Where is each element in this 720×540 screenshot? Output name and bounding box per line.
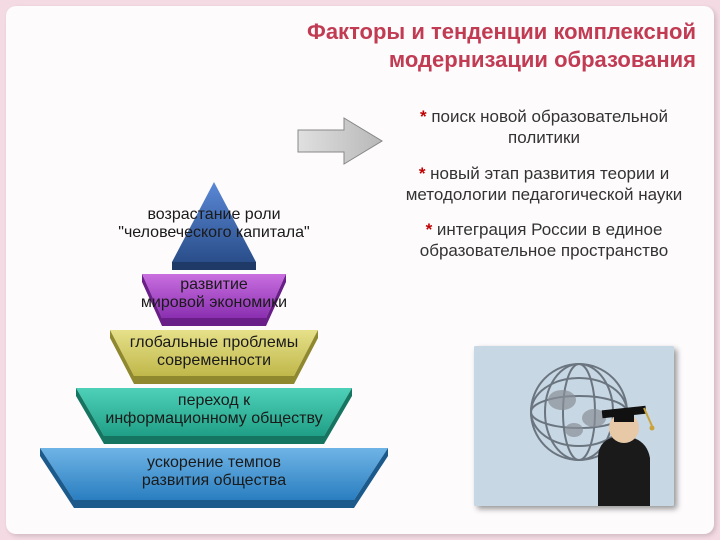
- bullet-item: * поиск новой образовательной политики: [384, 106, 704, 149]
- bullet-text: поиск новой образовательной политики: [431, 107, 668, 147]
- pyramid-labels: возрастание роли "человеческого капитала…: [24, 152, 404, 512]
- bullet-star-icon: *: [419, 164, 426, 183]
- slide-card: Факторы и тенденции комплексной модерниз…: [6, 6, 714, 534]
- pyramid-label-3: переход к информационному обществу: [24, 392, 404, 429]
- pyramid-chart: возрастание роли "человеческого капитала…: [24, 152, 404, 512]
- pyramid-label-0: возрастание роли "человеческого капитала…: [24, 206, 404, 243]
- pyramid-label-2: глобальные проблемы современности: [24, 334, 404, 371]
- bullet-star-icon: *: [420, 107, 427, 126]
- pyramid-label-1: развитие мировой экономики: [24, 276, 404, 313]
- bullet-list: * поиск новой образовательной политики *…: [384, 106, 704, 276]
- pyramid-label-4: ускорение темпов развития общества: [24, 454, 404, 491]
- bullet-item: * интеграция России в единое образовател…: [384, 219, 704, 262]
- slide-title: Факторы и тенденции комплексной модерниз…: [16, 18, 704, 73]
- bullet-text: новый этап развития теории и методологии…: [406, 164, 683, 204]
- bullet-item: * новый этап развития теории и методолог…: [384, 163, 704, 206]
- bullet-text: интеграция России в единое образовательн…: [420, 220, 668, 260]
- title-line2: модернизации образования: [16, 46, 696, 74]
- bullet-star-icon: *: [426, 220, 433, 239]
- graduate-globe-photo: [474, 346, 674, 506]
- title-line1: Факторы и тенденции комплексной: [16, 18, 696, 46]
